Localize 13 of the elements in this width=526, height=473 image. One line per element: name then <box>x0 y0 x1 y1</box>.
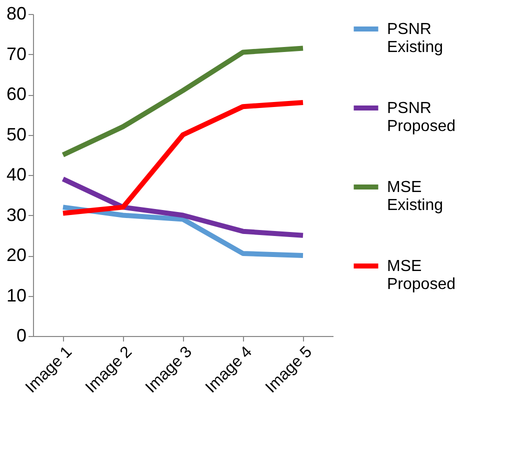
y-tick-label: 70 <box>6 44 26 64</box>
y-tick-label: 30 <box>6 204 26 225</box>
legend-label: PSNR Proposed <box>387 100 456 135</box>
y-tick-label: 60 <box>6 84 26 104</box>
y-tick-label: 40 <box>6 164 26 184</box>
legend-label: MSE Existing <box>387 179 444 214</box>
legend-label: MSE Proposed <box>387 258 456 293</box>
y-tick-label: 0 <box>16 326 26 346</box>
y-tick-label: 50 <box>6 124 26 144</box>
y-tick-label: 10 <box>6 285 26 306</box>
y-tick-label: 80 <box>6 4 26 24</box>
legend-label: PSNR Existing <box>387 21 444 56</box>
y-tick-label: 20 <box>6 245 26 265</box>
